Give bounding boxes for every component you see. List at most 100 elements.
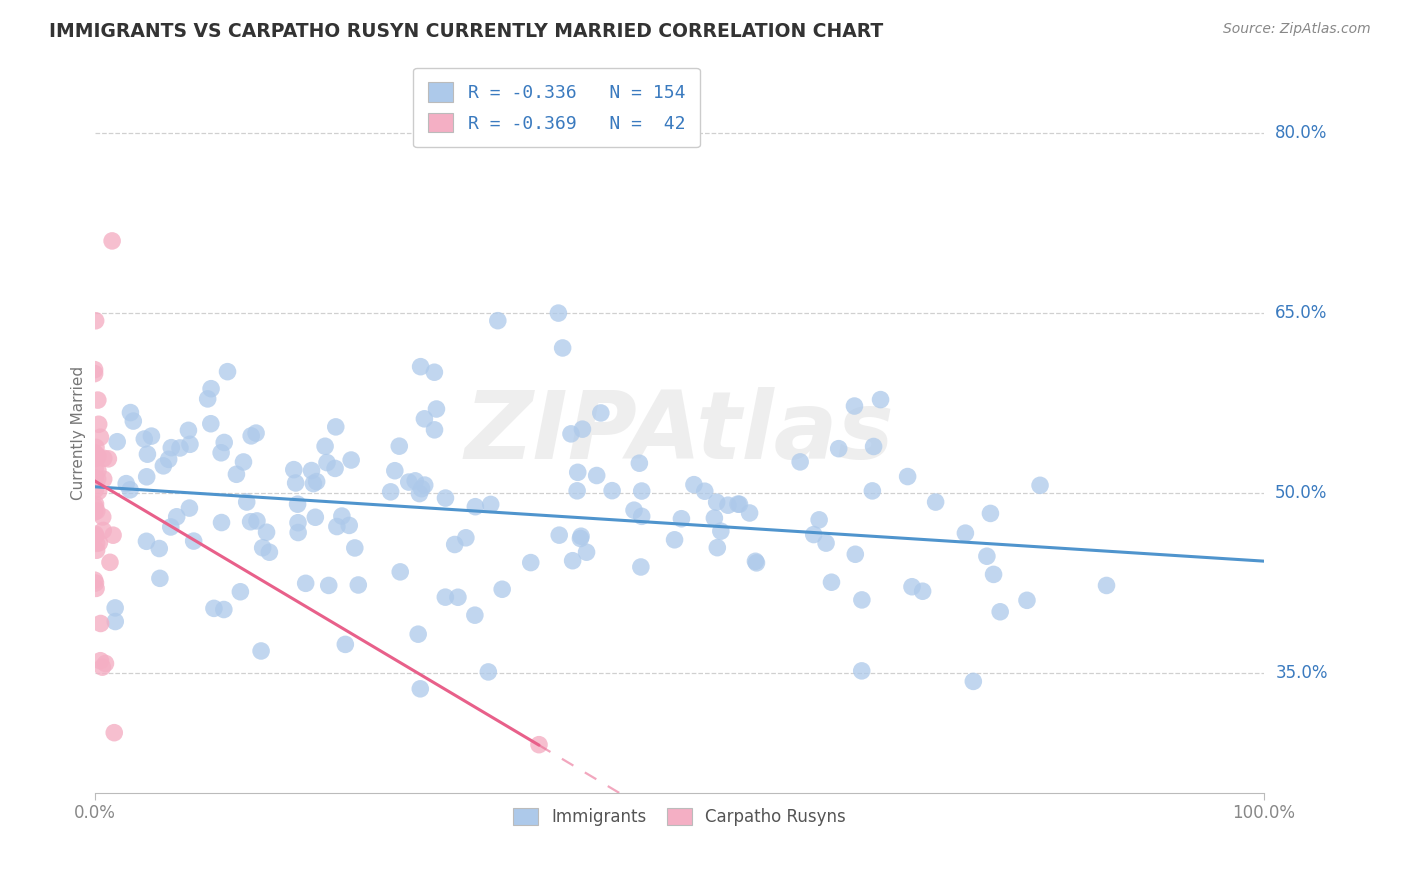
Point bbox=[409, 681, 432, 696]
Point bbox=[330, 509, 353, 524]
Point bbox=[340, 453, 363, 467]
Text: 35.0%: 35.0% bbox=[1275, 664, 1327, 681]
Point bbox=[211, 516, 233, 530]
Point bbox=[425, 402, 447, 417]
Text: Source: ZipAtlas.com: Source: ZipAtlas.com bbox=[1223, 22, 1371, 37]
Text: 80.0%: 80.0% bbox=[1275, 124, 1327, 142]
Point bbox=[423, 365, 446, 379]
Point bbox=[83, 367, 105, 381]
Point bbox=[976, 549, 998, 564]
Point bbox=[87, 417, 110, 432]
Point bbox=[628, 456, 651, 470]
Point bbox=[962, 674, 984, 689]
Point bbox=[706, 541, 728, 555]
Point bbox=[83, 471, 105, 485]
Point bbox=[294, 576, 316, 591]
Point bbox=[200, 382, 222, 396]
Point bbox=[815, 536, 838, 550]
Point bbox=[287, 525, 309, 540]
Point bbox=[225, 467, 247, 482]
Point bbox=[284, 475, 307, 490]
Point bbox=[84, 483, 107, 497]
Point bbox=[86, 543, 108, 558]
Point bbox=[911, 584, 934, 599]
Point bbox=[177, 423, 200, 437]
Point bbox=[623, 503, 645, 517]
Point bbox=[84, 582, 107, 596]
Point bbox=[828, 442, 851, 456]
Point bbox=[89, 654, 111, 668]
Point bbox=[844, 399, 866, 413]
Point bbox=[229, 584, 252, 599]
Point bbox=[84, 497, 107, 511]
Text: IMMIGRANTS VS CARPATHO RUSYN CURRENTLY MARRIED CORRELATION CHART: IMMIGRANTS VS CARPATHO RUSYN CURRENTLY M… bbox=[49, 22, 883, 41]
Point bbox=[90, 616, 112, 631]
Point bbox=[239, 515, 262, 529]
Point bbox=[335, 637, 357, 651]
Point bbox=[434, 491, 457, 505]
Point bbox=[408, 486, 430, 500]
Point bbox=[851, 664, 873, 678]
Point bbox=[548, 528, 571, 542]
Point bbox=[91, 510, 114, 524]
Point bbox=[135, 470, 157, 484]
Point bbox=[983, 567, 1005, 582]
Point bbox=[571, 422, 593, 436]
Point bbox=[411, 482, 433, 496]
Point bbox=[703, 511, 725, 525]
Point bbox=[479, 497, 502, 511]
Point bbox=[630, 483, 652, 498]
Point bbox=[569, 529, 592, 543]
Point bbox=[454, 531, 477, 545]
Point bbox=[84, 462, 107, 476]
Point bbox=[122, 414, 145, 428]
Point bbox=[212, 435, 235, 450]
Point bbox=[101, 528, 124, 542]
Point bbox=[83, 573, 105, 587]
Point bbox=[491, 582, 513, 597]
Point bbox=[717, 498, 740, 512]
Y-axis label: Currently Married: Currently Married bbox=[72, 366, 86, 500]
Point bbox=[89, 430, 111, 444]
Point bbox=[569, 532, 592, 546]
Point bbox=[585, 468, 607, 483]
Point bbox=[104, 615, 127, 629]
Point bbox=[988, 605, 1011, 619]
Point bbox=[103, 725, 125, 739]
Point bbox=[343, 541, 366, 555]
Point bbox=[166, 509, 188, 524]
Point bbox=[94, 657, 117, 671]
Point bbox=[464, 608, 486, 623]
Point bbox=[200, 417, 222, 431]
Point bbox=[115, 476, 138, 491]
Point bbox=[97, 451, 120, 466]
Point bbox=[91, 660, 114, 674]
Point bbox=[136, 447, 159, 461]
Point bbox=[683, 477, 706, 491]
Point bbox=[148, 541, 170, 556]
Point bbox=[567, 466, 589, 480]
Point bbox=[84, 576, 107, 591]
Point bbox=[84, 529, 107, 543]
Point bbox=[630, 509, 652, 524]
Point bbox=[380, 484, 402, 499]
Point bbox=[323, 461, 346, 475]
Point bbox=[443, 537, 465, 551]
Point bbox=[388, 439, 411, 453]
Point bbox=[844, 547, 866, 561]
Point bbox=[302, 476, 325, 491]
Point bbox=[159, 520, 181, 534]
Point bbox=[87, 393, 110, 408]
Point bbox=[693, 484, 716, 499]
Point bbox=[259, 545, 281, 559]
Point bbox=[141, 429, 163, 443]
Point bbox=[738, 506, 761, 520]
Point bbox=[179, 501, 201, 516]
Point bbox=[706, 495, 728, 509]
Point bbox=[212, 602, 235, 616]
Point bbox=[86, 504, 108, 518]
Point bbox=[301, 464, 323, 478]
Point bbox=[1015, 593, 1038, 607]
Point bbox=[87, 449, 110, 463]
Point bbox=[84, 527, 107, 541]
